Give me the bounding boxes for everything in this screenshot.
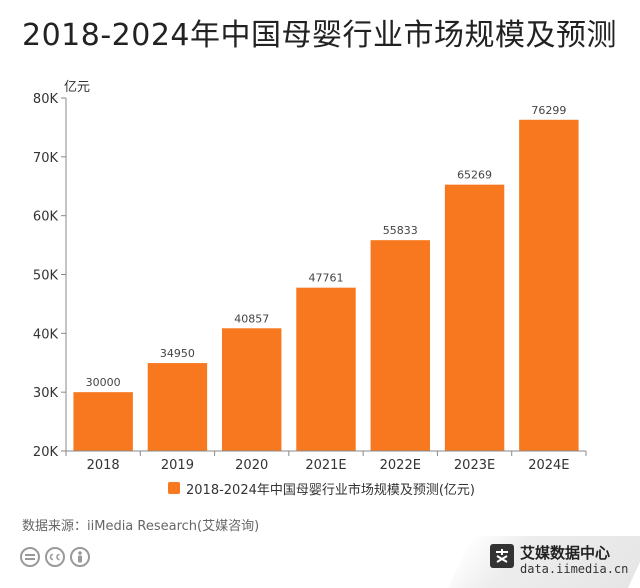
bar-value-label: 40857 (234, 312, 269, 325)
y-tick-label: 20K (33, 445, 59, 460)
bar (519, 119, 579, 451)
bar-value-label: 30000 (86, 376, 121, 389)
bar (296, 287, 356, 451)
x-tick-label: 2021E (305, 458, 346, 473)
bar-value-label: 76299 (531, 104, 566, 117)
y-axis: 20K 30K 40K 50K 60K 70K 80K (33, 92, 67, 460)
y-tick-label: 60K (33, 210, 59, 225)
iimedia-logo-icon (490, 544, 514, 568)
legend: 2018-2024年中国母婴行业市场规模及预测(亿元) (168, 480, 476, 498)
y-axis-unit-label: 亿元 (64, 80, 90, 95)
brand-url: data.iimedia.cn (520, 562, 629, 576)
equals-icon (20, 547, 40, 567)
person-icon (70, 547, 90, 567)
y-tick-label: 50K (33, 269, 59, 284)
x-tick-label: 2019 (161, 458, 194, 473)
legend-label: 2018-2024年中国母婴行业市场规模及预测(亿元) (186, 482, 476, 498)
x-tick-label: 2024E (528, 458, 569, 473)
bar-value-label: 47761 (309, 272, 344, 285)
x-tick-label: 2020 (235, 458, 268, 473)
y-tick-label: 40K (33, 327, 59, 342)
bar-value-label: 34950 (160, 347, 195, 360)
bar-chart: 亿元 20K 30K 40K 50K 60K 70K 80K 30000 34950 40857… (33, 80, 587, 473)
y-tick-label: 80K (33, 92, 59, 107)
brand-name: 艾媒数据中心 (520, 544, 611, 562)
bar (222, 328, 282, 451)
brand-watermark: 艾媒数据中心 data.iimedia.cn (447, 536, 640, 588)
x-tick-label: 2018 (87, 458, 120, 473)
bar (73, 392, 133, 451)
bar-value-label: 65269 (457, 169, 492, 182)
cc-icon (45, 547, 65, 567)
bar (370, 240, 430, 451)
bar (444, 184, 505, 451)
source-note: 数据来源：iiMedia Research(艾媒咨询) (22, 519, 260, 534)
bar-value-label: 55833 (383, 224, 418, 237)
license-icons (20, 547, 90, 567)
y-tick-label: 30K (33, 386, 59, 401)
x-tick-label: 2022E (380, 458, 421, 473)
bars: 30000 34950 40857 47761 55833 65269 76299 (73, 104, 579, 451)
bar (147, 363, 208, 451)
chart-title: 2018-2024年中国母婴行业市场规模及预测 (22, 18, 618, 53)
x-tick-label: 2023E (454, 458, 495, 473)
legend-swatch (168, 482, 180, 494)
x-axis: 2018 2019 2020 2021E 2022E 2023E 2024E (65, 450, 587, 473)
y-tick-label: 70K (33, 151, 59, 166)
